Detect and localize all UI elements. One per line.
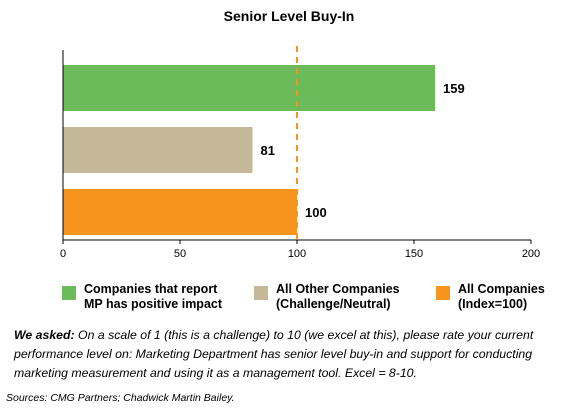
x-tick-label: 0 <box>60 248 66 260</box>
sources-footnote: Sources: CMG Partners; Chadwick Martin B… <box>6 392 235 404</box>
x-tick-label: 100 <box>288 248 306 260</box>
chart-title: Senior Level Buy-In <box>223 8 355 24</box>
legend-swatch <box>436 286 450 300</box>
legend-label: All Companies (Index=100) <box>458 282 545 311</box>
note-text: On a scale of 1 (this is a challenge) to… <box>14 328 534 380</box>
bar-1 <box>63 127 253 173</box>
bar-2 <box>63 189 297 235</box>
survey-question-note: We asked: On a scale of 1 (this is a cha… <box>14 326 566 383</box>
x-tick-label: 150 <box>405 248 423 260</box>
legend-swatch <box>62 286 76 300</box>
bar-0 <box>63 65 436 111</box>
bar-chart: 159 81 100 0 50 100 150 200 <box>60 46 540 260</box>
legend-label: Companies that report MP has positive im… <box>84 282 223 311</box>
legend-item-positive-impact: Companies that report MP has positive im… <box>62 282 222 312</box>
legend-label: All Other Companies (Challenge/Neutral) <box>276 282 400 311</box>
legend-item-other-companies: All Other Companies (Challenge/Neutral) <box>254 282 400 312</box>
legend-swatch <box>254 286 268 300</box>
bar-value-label: 81 <box>261 143 275 158</box>
legend-item-all-companies: All Companies (Index=100) <box>436 282 545 312</box>
x-tick-label: 50 <box>174 248 186 260</box>
note-lead: We asked: <box>14 328 75 342</box>
bar-value-label: 100 <box>305 205 327 220</box>
bar-value-label: 159 <box>443 81 465 96</box>
x-tick-label: 200 <box>522 248 540 260</box>
